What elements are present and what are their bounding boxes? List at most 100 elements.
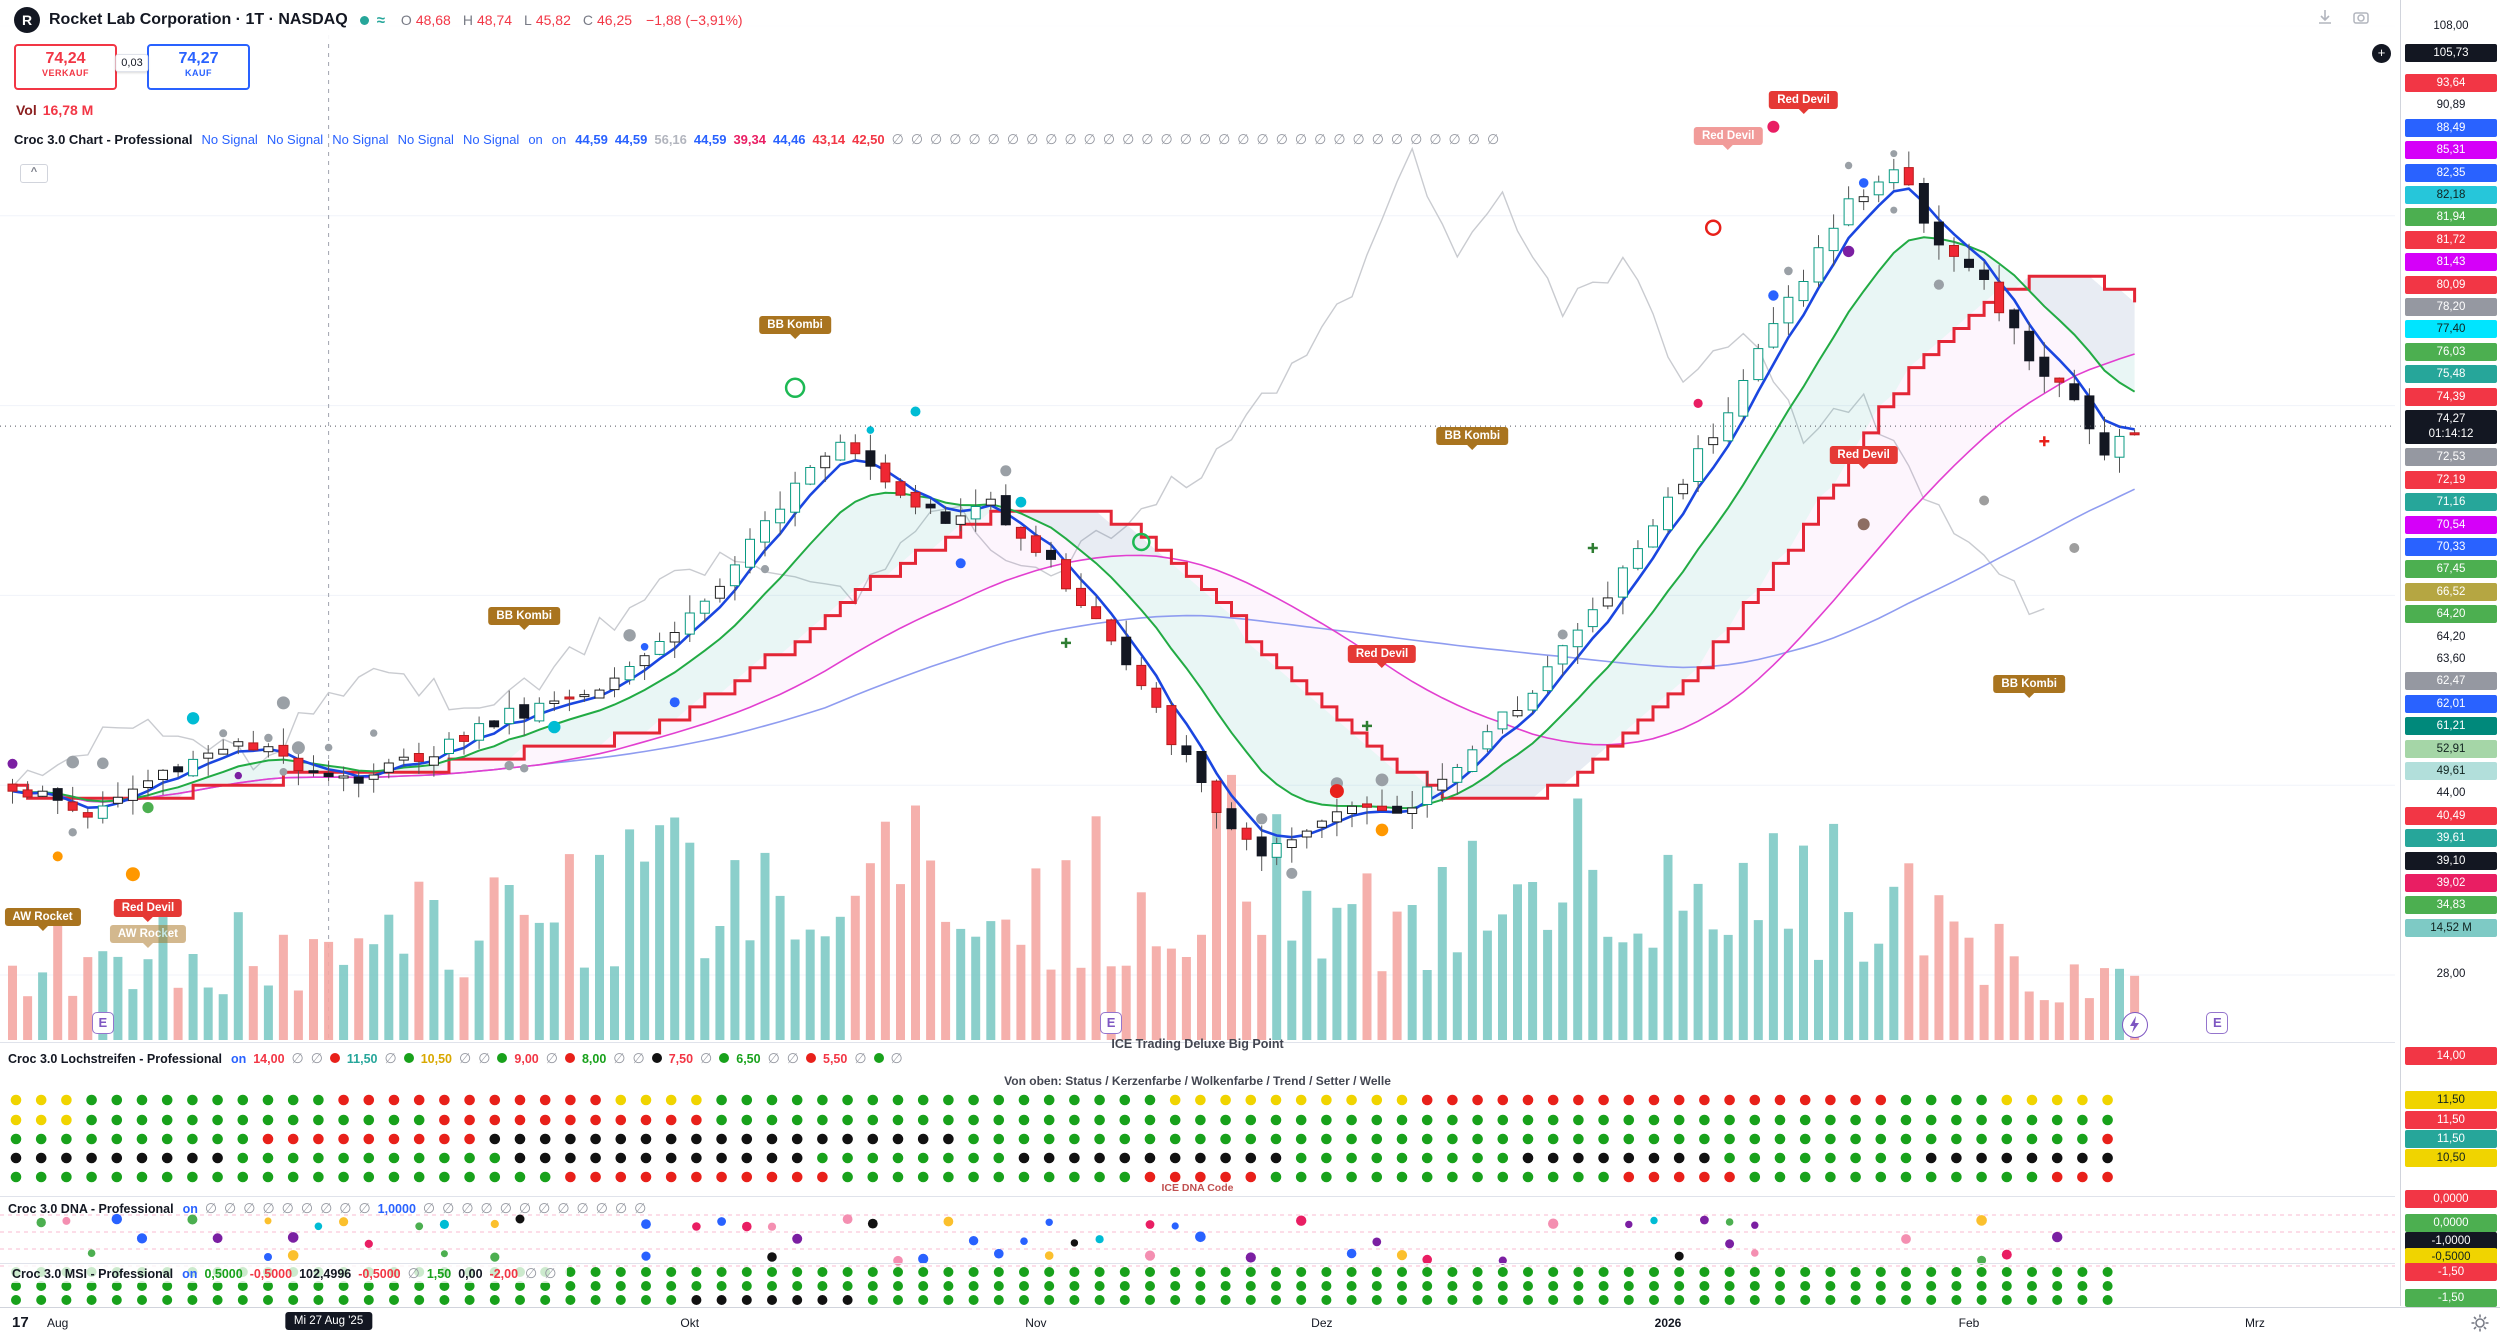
legend-empty-symbol: ∅ xyxy=(613,1050,626,1066)
price-tag: 105,73 xyxy=(2405,44,2497,62)
legend-value: 44,59 xyxy=(693,132,727,147)
legend-empty-symbol: ∅ xyxy=(632,1050,645,1066)
pane-separator[interactable] xyxy=(0,1263,2395,1264)
ma-blue xyxy=(12,187,2135,839)
indicator-value-tag: 11,50 xyxy=(2405,1130,2497,1148)
symbol-title[interactable]: Rocket Lab Corporation · 1T · NASDAQ xyxy=(49,11,348,28)
sell-button[interactable]: 74,24 VERKAUF xyxy=(14,44,117,90)
legend-empty-symbol: ∅ xyxy=(910,131,924,147)
earnings-event-badge[interactable]: E xyxy=(2206,1012,2229,1034)
chart-label-bb-kombi: BB Kombi xyxy=(759,316,831,335)
legend-empty-symbol: ∅ xyxy=(281,1200,294,1216)
price-tag: 62,01 xyxy=(2405,694,2497,713)
legend-empty-symbol: ∅ xyxy=(557,1200,570,1216)
price-tag: 108,00 xyxy=(2433,20,2469,32)
time-axis-label: Feb xyxy=(1958,1316,1980,1330)
price-tag: 76,03 xyxy=(2405,342,2497,361)
legend-croc-chart-title[interactable]: Croc 3.0 Chart - Professional xyxy=(14,132,193,147)
volume-readout: Vol 16,78 M xyxy=(16,102,94,118)
price-tag: 72,19 xyxy=(2405,470,2497,489)
legend-empty-symbol: ∅ xyxy=(1160,131,1173,147)
legend-empty-symbol: ∅ xyxy=(1198,131,1212,147)
buy-button[interactable]: 74,27 KAUF xyxy=(147,44,250,90)
legend-empty-symbol: ∅ xyxy=(1448,131,1461,147)
dot-row-setter xyxy=(10,1171,2113,1183)
download-icon[interactable] xyxy=(2316,8,2334,31)
legend-empty-symbol: ∅ xyxy=(525,1265,538,1281)
earnings-event-badge[interactable]: E xyxy=(91,1012,114,1034)
legend-value: 0,00 xyxy=(458,1267,483,1281)
time-axis-label: Nov xyxy=(1025,1316,1047,1330)
legend-value: 9,00 xyxy=(514,1052,539,1066)
pane-separator[interactable] xyxy=(0,1042,2395,1043)
dna-dots xyxy=(36,1213,2063,1266)
earnings-event-badge[interactable]: E xyxy=(1100,1012,1123,1034)
indicator-value-tag: -1,0000 xyxy=(2405,1232,2497,1250)
legend-empty-symbol: ∅ xyxy=(1294,131,1308,147)
legend-dot xyxy=(403,1053,414,1063)
price-tag: 80,09 xyxy=(2405,275,2497,294)
legend-dna: Croc 3.0 DNA - Professional on ∅ ∅ ∅ ∅ ∅ ∅ ∅ ∅ ∅ 1… xyxy=(8,1200,653,1217)
legend-dot xyxy=(806,1053,816,1063)
price-axis[interactable]: 108,00 105,73 93,64 90,89 88,49 85,31 82,35 82,… xyxy=(2400,0,2500,1307)
legend-value: -0,5000 xyxy=(249,1267,293,1281)
price-change: −1,88 (−3,91%) xyxy=(646,12,743,28)
chart-label-red-devil: Red Devil xyxy=(1347,644,1417,663)
legend-dna-title[interactable]: Croc 3.0 DNA - Professional xyxy=(8,1201,174,1216)
legend-empty-symbol: ∅ xyxy=(786,1050,799,1066)
trade-widget: 74,24 VERKAUF 0,03 74,27 KAUF xyxy=(14,44,250,90)
symbol-logo-icon[interactable]: R xyxy=(14,7,40,33)
dot-row-kerzenfarbe xyxy=(10,1114,2113,1126)
collapse-pane-button[interactable]: ^ xyxy=(20,164,48,183)
price-tag: 61,21 xyxy=(2405,717,2497,736)
header: R Rocket Lab Corporation · 1T · NASDAQ ≈… xyxy=(0,0,2395,40)
legend-empty-symbol: ∅ xyxy=(1256,131,1269,147)
ohlc-readout: O 48,68 H 48,74 L 45,82 C 46,25 −1,88 (−3,91… xyxy=(400,12,743,28)
legend-msi-title[interactable]: Croc 3.0 MSI - Professional xyxy=(12,1266,174,1281)
pane-title-ice-trading: ICE Trading Deluxe Big Point xyxy=(1111,1037,1284,1051)
legend-empty-symbol: ∅ xyxy=(595,1200,608,1216)
legend-empty-symbol: ∅ xyxy=(243,1200,256,1216)
price-tag: 70,54 xyxy=(2405,515,2497,534)
footer-number: 17 xyxy=(12,1314,29,1331)
legend-empty-symbol: ∅ xyxy=(459,1050,472,1066)
lightning-event-icon[interactable] xyxy=(2121,1012,2148,1038)
time-axis[interactable]: 17 Aug Okt Nov Dez 2026 Feb Mrz Mi 27 Aug '25 xyxy=(0,1307,2500,1339)
legend-empty-symbol: ∅ xyxy=(442,1200,455,1216)
gear-icon[interactable] xyxy=(2470,1313,2490,1338)
pane-separator[interactable] xyxy=(0,1196,2395,1197)
legend-empty-symbol: ∅ xyxy=(968,131,981,147)
price-tag: 64,20 xyxy=(2405,605,2497,624)
indicator-value-tag: 11,50 xyxy=(2405,1091,2497,1109)
camera-snapshot-icon[interactable] xyxy=(2352,8,2370,31)
legend-dot xyxy=(719,1053,730,1063)
chart-label-aw-rocket: AW Rocket xyxy=(4,908,81,927)
price-tag: 34,83 xyxy=(2405,896,2497,915)
volume-bars xyxy=(8,774,2140,1040)
comparison-line xyxy=(11,146,2045,788)
legend-empty-symbol: ∅ xyxy=(1122,131,1135,147)
legend-value: 5,50 xyxy=(823,1052,848,1066)
legend-value: 44,46 xyxy=(773,132,806,147)
legend-value: 43,14 xyxy=(812,132,846,147)
legend-lochstreifen-title[interactable]: Croc 3.0 Lochstreifen - Professional xyxy=(8,1051,222,1066)
price-tag: 88,49 xyxy=(2405,118,2497,137)
legend-empty-symbol: ∅ xyxy=(544,1265,557,1281)
bar-countdown: 01:14:12 xyxy=(2428,428,2474,440)
legend-empty-symbol: ∅ xyxy=(700,1050,713,1066)
legend-value: 39,34 xyxy=(733,132,766,147)
legend-empty-symbol: ∅ xyxy=(767,1050,780,1066)
legend-empty-symbol: ∅ xyxy=(518,1200,532,1216)
indicator-value-tag: -0,5000 xyxy=(2405,1248,2497,1266)
chart-label-red-devil: Red Devil xyxy=(113,898,183,917)
legend-empty-symbol: ∅ xyxy=(384,1050,397,1066)
price-tag: 81,43 xyxy=(2405,253,2497,272)
legend-empty-symbol: ∅ xyxy=(614,1200,628,1216)
add-alert-plus-icon[interactable]: + xyxy=(2372,44,2391,63)
legend-value: -2,00 xyxy=(489,1267,519,1281)
legend-empty-symbol: ∅ xyxy=(300,1200,314,1216)
legend-empty-symbol: ∅ xyxy=(480,1200,493,1216)
legend-empty-symbol: ∅ xyxy=(310,1050,323,1066)
dot-row-status xyxy=(10,1094,2113,1106)
